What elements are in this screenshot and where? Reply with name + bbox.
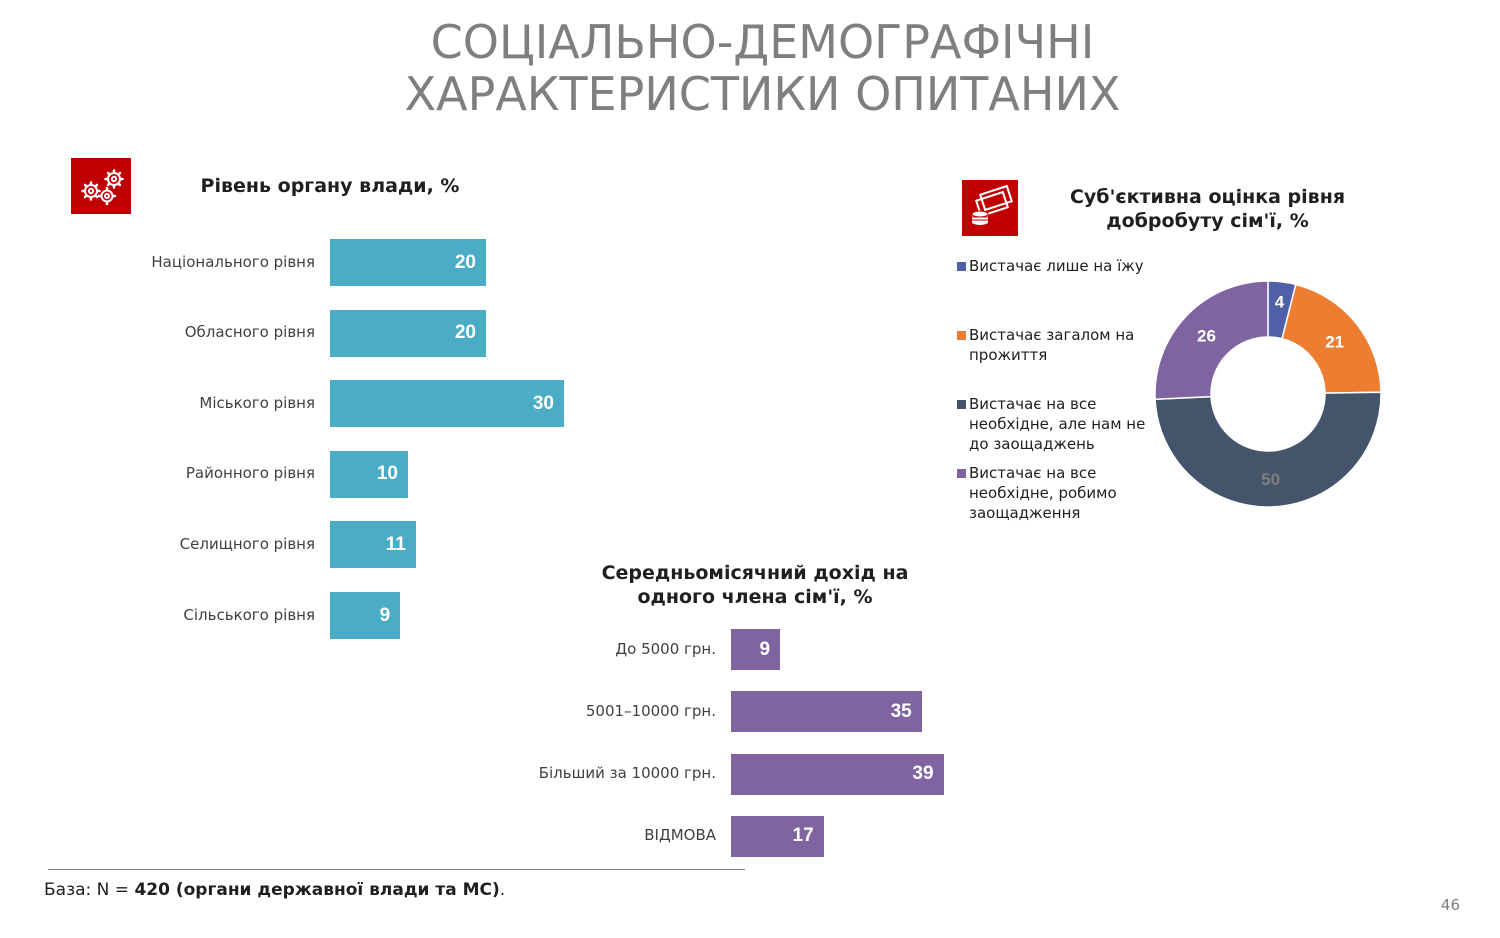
page-number: 46: [1440, 896, 1460, 914]
footnote-suffix: .: [499, 880, 506, 900]
income-chart-title-line-1: Середньомісячний дохід на: [601, 562, 909, 584]
legend-label-line: Вистачає загалом на: [969, 326, 1135, 344]
footnote-bold: 420 (органи державної влади та МС): [134, 880, 500, 900]
bar-value-label: 9: [379, 604, 391, 626]
bar: [731, 815, 824, 857]
bar: [731, 691, 922, 733]
bar-value-label: 11: [385, 533, 406, 555]
category-label: Міського рівня: [199, 393, 315, 412]
donut-value-label: 4: [1275, 293, 1285, 312]
legend-label-line: Вистачає на все: [969, 395, 1097, 413]
money-coins-icon: [962, 180, 1018, 236]
bar: [330, 521, 416, 569]
legend-swatch: [957, 400, 966, 409]
footnote-prefix: База: N =: [44, 880, 135, 900]
donut-slice: [1154, 391, 1382, 508]
footnote: База: N = 420 (органи державної влади та…: [44, 880, 505, 900]
welfare-donut-chart: 4 21 50 26: [1154, 280, 1382, 508]
category-label: 5001–10000 грн.: [585, 701, 716, 720]
gears-icon: [71, 158, 131, 214]
category-label: Обласного рівня: [184, 323, 315, 342]
category-label: Селищного рівня: [179, 534, 315, 553]
bar-value-label: 20: [454, 251, 476, 273]
legend-label: Вистачає лише на їжу: [969, 256, 1169, 276]
legend-label-line: прожиття: [969, 346, 1048, 364]
bar: [731, 753, 944, 795]
bar: [330, 309, 486, 357]
page-title-line-1: СОЦІАЛЬНО-ДЕМОГРАФІЧНІ: [430, 15, 1095, 69]
bar-value-label: 30: [532, 392, 554, 414]
bar: [330, 380, 564, 428]
authority-chart-title: Рівень органу влади, %: [200, 175, 460, 197]
donut-value-label: 26: [1197, 326, 1216, 345]
welfare-chart-title-line-1: Суб'єктивна оцінка рівня: [1069, 186, 1346, 208]
bar-value-label: 39: [912, 763, 934, 785]
legend-label-line: необхідне, але нам не: [969, 415, 1146, 433]
category-label: ВІДМОВА: [644, 826, 716, 845]
donut-value-label: 21: [1325, 332, 1344, 351]
income-chart-title: Середньомісячний дохід на одного члена с…: [590, 561, 920, 609]
legend-label-line: до заощаджень: [969, 435, 1095, 453]
donut-slice: [1281, 283, 1382, 394]
footnote-divider: [48, 869, 745, 870]
welfare-chart-title: Суб'єктивна оцінка рівня добробуту сім'ї…: [1060, 185, 1355, 233]
legend-swatch: [957, 262, 966, 271]
page-title-line-2: ХАРАКТЕРИСТИКИ ОПИТАНИХ: [404, 67, 1121, 121]
legend-swatch: [957, 469, 966, 478]
page-title: СОЦІАЛЬНО-ДЕМОГРАФІЧНІ ХАРАКТЕРИСТИКИ ОП…: [0, 16, 1500, 120]
category-label: Сільського рівня: [183, 605, 315, 624]
bar: [731, 629, 781, 670]
bar-value-label: 10: [376, 463, 398, 485]
legend-label: Вистачає на все необхідне, робимо заощадже…: [969, 463, 1169, 523]
donut-slice: [1154, 280, 1269, 401]
bar-value-label: 9: [759, 638, 771, 660]
bar: [330, 239, 486, 286]
category-label: Районного рівня: [185, 464, 315, 483]
category-label: Національного рівня: [151, 252, 315, 271]
legend-swatch: [957, 331, 966, 340]
legend-label-line: Вистачає на все: [969, 464, 1097, 482]
welfare-chart-title-line-2: добробуту сім'ї, %: [1106, 210, 1309, 232]
legend-label: Вистачає на все необхідне, але нам не до з…: [969, 394, 1169, 454]
legend-label-line: заощадження: [969, 504, 1081, 522]
bar: [330, 592, 401, 639]
legend-label-line: необхідне, робимо: [969, 484, 1117, 502]
legend-label: Вистачає загалом на прожиття: [969, 325, 1169, 365]
bar: [330, 450, 408, 498]
bar-value-label: 35: [890, 700, 912, 722]
category-label: До 5000 грн.: [615, 639, 716, 658]
bar-value-label: 20: [454, 322, 476, 344]
income-chart-title-line-2: одного члена сім'ї, %: [637, 586, 873, 608]
legend-label-line: Вистачає лише на їжу: [969, 257, 1144, 275]
category-label: Більший за 10000 грн.: [538, 764, 716, 783]
donut-value-label: 50: [1261, 470, 1280, 489]
bar-value-label: 17: [792, 825, 814, 847]
